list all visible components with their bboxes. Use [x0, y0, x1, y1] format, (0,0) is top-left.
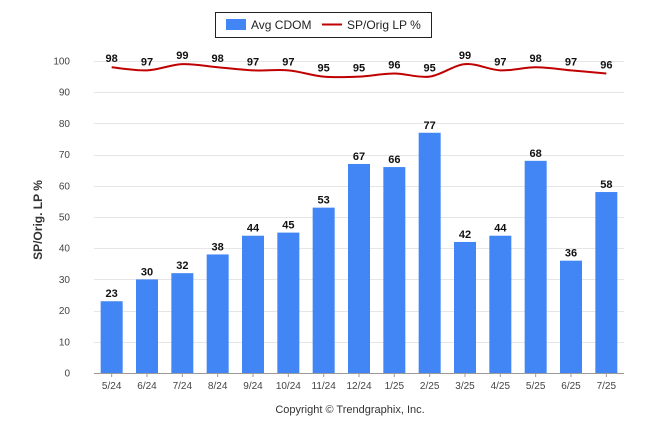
bar-value-label: 44 [247, 223, 260, 235]
bar-value-label: 36 [565, 248, 577, 260]
line-value-label: 97 [282, 56, 294, 68]
bar [454, 241, 476, 373]
bar [277, 232, 300, 373]
x-tick-label: 10/24 [276, 381, 301, 392]
line-value-label: 97 [141, 56, 153, 68]
bar [312, 207, 335, 373]
y-tick-label: 90 [59, 88, 71, 99]
legend-swatch-bar [226, 19, 246, 30]
legend-label-bar: Avg CDOM [251, 18, 311, 32]
line-value-label: 95 [353, 63, 365, 75]
x-tick-label: 4/25 [491, 381, 511, 392]
line-labels: 98 97 99 98 97 97 95 95 96 95 99 97 98 97 96 [106, 50, 613, 74]
legend[interactable]: Avg CDOM SP/Orig LP % [215, 12, 432, 38]
x-tick-label: 7/25 [597, 381, 617, 392]
y-tick-label: 70 [59, 150, 71, 161]
bar-value-label: 23 [106, 288, 118, 300]
bar-value-label: 58 [600, 179, 612, 191]
bar [383, 167, 406, 373]
x-tick-label: 1/25 [385, 381, 405, 392]
bar-value-label: 45 [282, 220, 294, 232]
line-value-label: 97 [247, 56, 259, 68]
y-tick-label: 80 [59, 119, 71, 130]
bar [206, 254, 229, 373]
y-tick-label: 100 [53, 57, 70, 68]
bar-labels: 23 30 32 38 44 45 53 67 66 77 42 44 68 36 58 [106, 120, 613, 300]
bar-value-label: 53 [318, 195, 330, 207]
bar [524, 160, 547, 373]
line-path [111, 63, 607, 79]
bar-series [100, 132, 618, 373]
x-tick-label: 7/24 [173, 381, 193, 392]
line-series [111, 63, 607, 79]
line-value-label: 99 [176, 50, 188, 62]
y-tick-label: 30 [59, 275, 71, 286]
x-tick-label: 5/24 [102, 381, 122, 392]
line-value-label: 96 [600, 59, 612, 71]
y-tick-label: 20 [59, 306, 71, 317]
copyright-text: Copyright © Trendgraphix, Inc. [275, 404, 424, 416]
x-tick-label: 3/25 [455, 381, 475, 392]
x-tick-label: 12/24 [346, 381, 371, 392]
bar-value-label: 30 [141, 266, 153, 278]
line-value-label: 95 [318, 63, 330, 75]
bar-value-label: 32 [176, 260, 188, 272]
y-tick-label: 10 [59, 337, 71, 348]
x-tick-label: 9/24 [243, 381, 263, 392]
y-tick-label: 40 [59, 244, 71, 255]
bar-value-label: 42 [459, 229, 471, 241]
line-value-label: 96 [388, 59, 400, 71]
y-axis-label: SP/Orig. LP % [31, 180, 45, 260]
bar-value-label: 44 [494, 223, 507, 235]
y-tick-label: 0 [64, 369, 70, 380]
bar-value-label: 68 [530, 148, 542, 160]
legend-label-line: SP/Orig LP % [347, 18, 421, 32]
line-value-label: 99 [459, 50, 471, 62]
bar [348, 163, 370, 373]
bar [595, 192, 618, 373]
line-value-label: 95 [424, 63, 436, 75]
y-tick-label: 50 [59, 213, 71, 224]
x-tick-label: 8/24 [208, 381, 228, 392]
bar [418, 132, 441, 373]
x-axis-ticks: 5/24 6/24 7/24 8/24 9/24 10/24 11/24 12/24 1/25 2… [102, 373, 617, 392]
bar [100, 301, 123, 373]
bar [560, 260, 582, 373]
line-value-label: 97 [494, 56, 506, 68]
bar [242, 235, 264, 373]
x-tick-label: 6/24 [137, 381, 157, 392]
bar-value-label: 66 [388, 154, 400, 166]
y-tick-label: 60 [59, 181, 71, 192]
x-tick-label: 5/25 [526, 381, 546, 392]
line-value-label: 98 [530, 53, 542, 65]
bar-value-label: 67 [353, 151, 365, 163]
bar [171, 273, 194, 373]
x-tick-label: 11/24 [312, 381, 337, 392]
bar-value-label: 77 [424, 120, 436, 132]
bar-value-label: 38 [212, 241, 224, 253]
line-value-label: 98 [212, 53, 224, 65]
line-value-label: 97 [565, 56, 577, 68]
y-axis-ticks: 0 10 20 30 40 50 60 70 80 90 100 [53, 57, 70, 380]
line-value-label: 98 [106, 53, 118, 65]
bar [136, 279, 158, 373]
x-tick-label: 2/25 [420, 381, 440, 392]
bar [489, 235, 512, 373]
x-tick-label: 6/25 [561, 381, 581, 392]
